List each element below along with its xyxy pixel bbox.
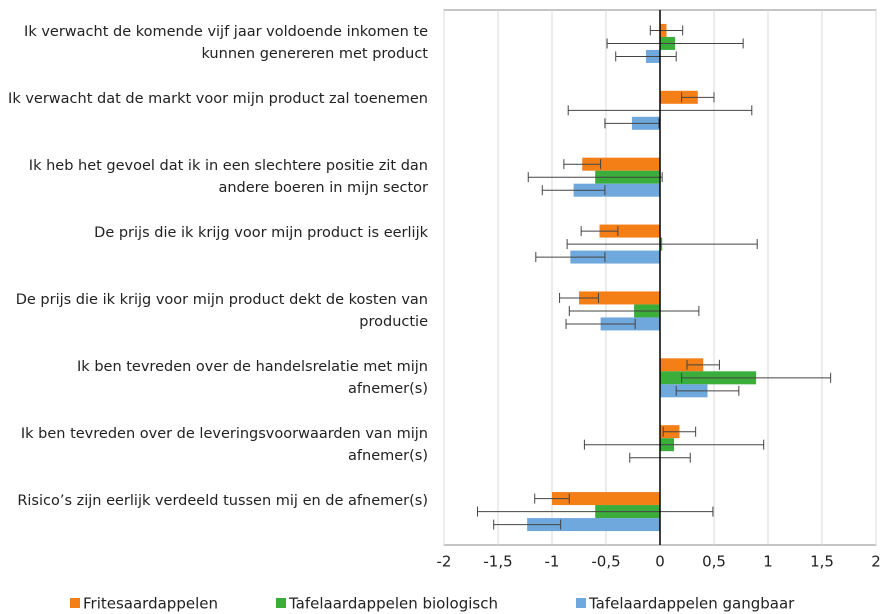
error-bar — [583, 439, 765, 450]
x-tick-label: -1 — [545, 553, 560, 571]
category-label: Risico’s zijn eerlijk verdeeld tussen mi… — [17, 492, 428, 509]
legend-swatch — [276, 598, 286, 608]
error-bar — [565, 318, 636, 329]
category-label: Ik ben tevreden over de leveringsvoorwaa… — [20, 425, 428, 464]
category-label: De prijs die ik krijg voor mijn product … — [15, 291, 428, 330]
error-bar — [541, 185, 606, 196]
category-label: Ik verwacht de komende vijf jaar voldoen… — [24, 24, 428, 63]
error-bar — [493, 519, 562, 530]
error-bar — [563, 159, 602, 170]
bar — [552, 492, 660, 506]
x-tick-label: -1,5 — [483, 553, 512, 571]
error-bar — [535, 252, 606, 263]
legend-swatch — [70, 598, 80, 608]
bar — [660, 90, 698, 104]
error-bar — [649, 25, 684, 36]
error-bar — [615, 51, 677, 62]
bar — [573, 183, 660, 197]
x-tick-label: 0,5 — [702, 553, 726, 571]
x-tick-label: -0,5 — [591, 553, 620, 571]
bar — [582, 157, 660, 171]
legend-swatch — [576, 598, 586, 608]
bar — [579, 291, 660, 305]
error-bar — [662, 426, 697, 437]
error-bar — [534, 493, 570, 504]
x-tick-label: 1,5 — [810, 553, 834, 571]
error-bar — [604, 118, 660, 129]
error-bar — [580, 226, 619, 237]
error-bar — [681, 372, 832, 383]
category-label: Ik ben tevreden over de handelsrelatie m… — [77, 358, 428, 397]
error-bar — [559, 292, 599, 303]
x-tick-label: -2 — [437, 553, 452, 571]
legend-label: Tafelaardappelen gangbaar — [588, 595, 795, 613]
bar — [660, 358, 704, 372]
legend-label: Fritesaardappelen — [83, 595, 218, 613]
x-tick-label: 0 — [655, 553, 665, 571]
legend-label: Tafelaardappelen biologisch — [288, 595, 498, 613]
error-bar — [681, 92, 715, 103]
error-bar — [675, 385, 740, 396]
category-label: Ik heb het gevoel dat ik in een slechter… — [28, 158, 428, 197]
error-bar — [476, 506, 714, 517]
error-bar — [606, 38, 744, 49]
error-bar — [566, 239, 758, 250]
x-tick-label: 2 — [871, 553, 881, 571]
bar — [570, 250, 660, 264]
error-bar — [568, 305, 700, 316]
category-label: Ik verwacht dat de markt voor mijn produ… — [8, 91, 428, 108]
bar — [599, 224, 660, 238]
error-bar — [686, 359, 720, 370]
category-label: De prijs die ik krijg voor mijn product … — [94, 225, 428, 242]
error-bar — [527, 172, 663, 183]
x-tick-label: 1 — [763, 553, 773, 571]
